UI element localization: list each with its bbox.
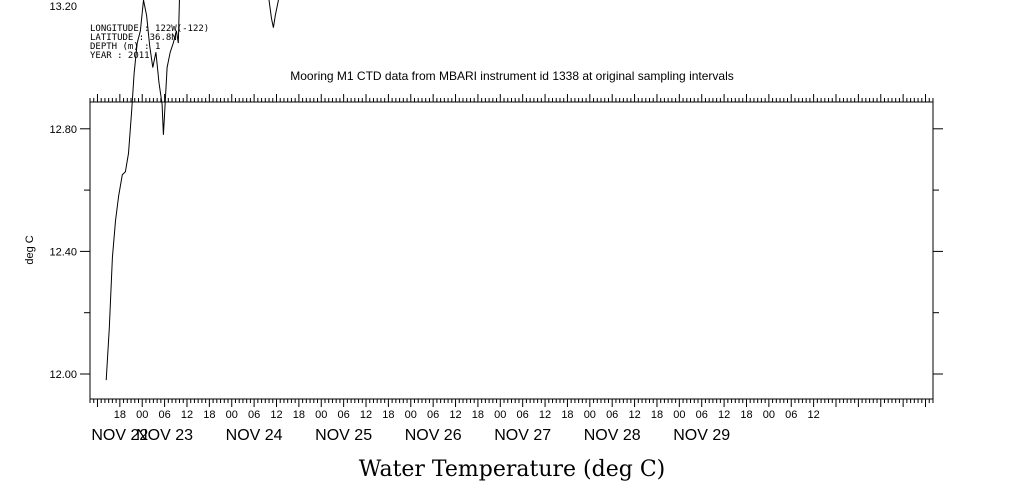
x-tick-label: 00 bbox=[405, 409, 417, 421]
x-tick-label: 00 bbox=[494, 409, 506, 421]
x-tick-label: 06 bbox=[427, 409, 439, 421]
x-axis-label: Water Temperature (deg C) bbox=[359, 457, 666, 482]
x-day-label: NOV 27 bbox=[494, 427, 551, 444]
x-tick-label: 00 bbox=[136, 409, 148, 421]
x-tick-label: 12 bbox=[270, 409, 282, 421]
x-tick-label: 12 bbox=[539, 409, 551, 421]
x-tick-label: 18 bbox=[651, 409, 663, 421]
y-tick-label: 12.40 bbox=[49, 246, 77, 258]
x-day-label: NOV 24 bbox=[226, 427, 283, 444]
x-day-label: NOV 28 bbox=[584, 427, 641, 444]
plot-frame bbox=[89, 101, 934, 400]
y-tick-label: 12.00 bbox=[49, 369, 77, 381]
year-text: YEAR : 2011 bbox=[90, 51, 150, 61]
chart-title: Mooring M1 CTD data from MBARI instrumen… bbox=[290, 69, 734, 83]
x-tick-label: 00 bbox=[763, 409, 775, 421]
x-axis: 18 00 06 12 18 00 06 12 18 00 06 12 18 00 06 12 18 00 06 12… bbox=[89, 94, 934, 444]
x-tick-label: 06 bbox=[696, 409, 708, 421]
x-tick-label: 18 bbox=[561, 409, 573, 421]
x-tick-label: 00 bbox=[584, 409, 596, 421]
x-tick-label: 06 bbox=[606, 409, 618, 421]
x-tick-label: 18 bbox=[472, 409, 484, 421]
x-day-label: NOV 23 bbox=[136, 427, 193, 444]
x-tick-label: 12 bbox=[628, 409, 640, 421]
x-tick-label: 18 bbox=[382, 409, 394, 421]
x-tick-label: 12 bbox=[807, 409, 819, 421]
x-tick-label: 06 bbox=[338, 409, 350, 421]
x-day-label: NOV 25 bbox=[315, 427, 372, 444]
x-tick-label: 12 bbox=[181, 409, 193, 421]
y-tick-label: 12.80 bbox=[49, 124, 77, 136]
x-tick-label: 12 bbox=[360, 409, 372, 421]
x-tick-label: 00 bbox=[315, 409, 327, 421]
x-tick-label: 12 bbox=[718, 409, 730, 421]
latitude-text: LATITUDE : 36.8N bbox=[90, 33, 177, 43]
y-axis-label: deg C bbox=[24, 235, 36, 264]
x-tick-label: 18 bbox=[740, 409, 752, 421]
metadata-block: LONGITUDE : 122W(-122) LATITUDE : 36.8N … bbox=[90, 24, 209, 61]
depth-text: DEPTH (m) : 1 bbox=[90, 42, 160, 52]
x-tick-label: 06 bbox=[248, 409, 260, 421]
y-tick-label: 13.20 bbox=[49, 1, 77, 13]
x-tick-label: 06 bbox=[517, 409, 529, 421]
longitude-text: LONGITUDE : 122W(-122) bbox=[90, 24, 209, 34]
x-tick-label: 18 bbox=[203, 409, 215, 421]
x-tick-label: 00 bbox=[673, 409, 685, 421]
x-day-label: NOV 29 bbox=[673, 427, 730, 444]
x-day-label: NOV 22 bbox=[91, 427, 148, 444]
x-tick-label: 18 bbox=[114, 409, 126, 421]
x-tick-label: 00 bbox=[226, 409, 238, 421]
x-day-label: NOV 26 bbox=[405, 427, 462, 444]
series-line-water-temperature bbox=[105, 0, 279, 381]
x-tick-label: 18 bbox=[293, 409, 305, 421]
x-tick-label: 06 bbox=[785, 409, 797, 421]
x-tick-label: 12 bbox=[449, 409, 461, 421]
x-tick-label: 06 bbox=[158, 409, 170, 421]
